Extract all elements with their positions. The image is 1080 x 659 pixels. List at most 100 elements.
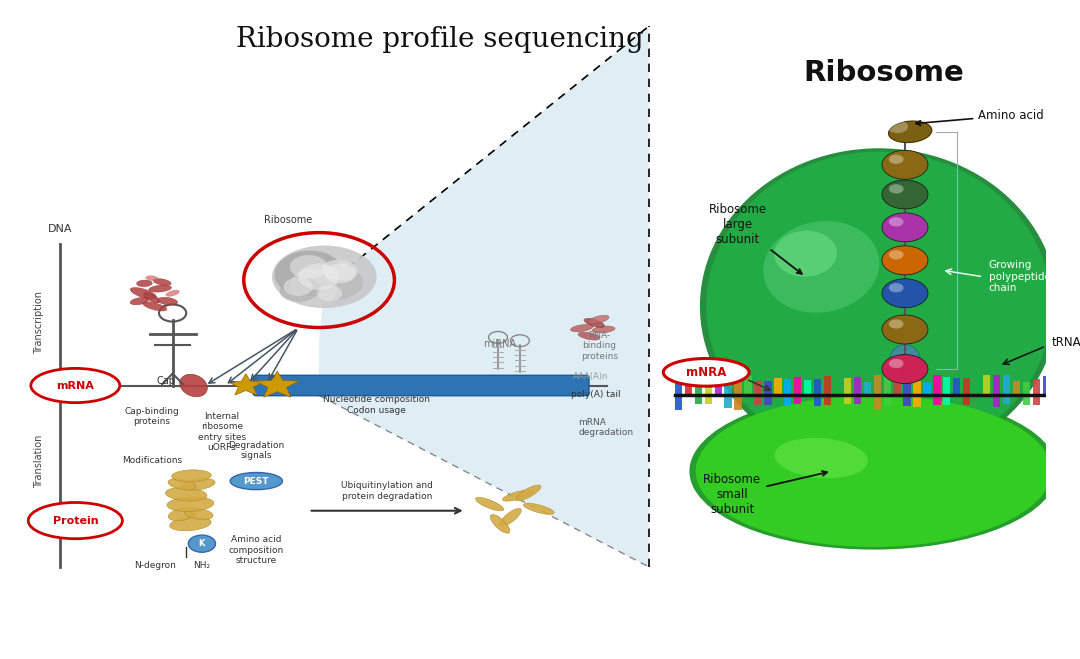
Text: N-degron: N-degron bbox=[134, 561, 176, 571]
Text: RNA-
binding
proteins: RNA- binding proteins bbox=[581, 331, 618, 360]
Circle shape bbox=[882, 279, 928, 308]
Bar bbox=[725, 378, 732, 395]
Circle shape bbox=[887, 120, 908, 133]
Ellipse shape bbox=[584, 318, 605, 328]
Bar bbox=[804, 380, 811, 395]
FancyBboxPatch shape bbox=[253, 376, 589, 395]
Ellipse shape bbox=[149, 285, 172, 292]
Text: Translation: Translation bbox=[33, 435, 43, 488]
Text: NH₂: NH₂ bbox=[193, 561, 211, 571]
Polygon shape bbox=[255, 371, 299, 397]
Text: Cap-binding
proteins: Cap-binding proteins bbox=[124, 407, 179, 426]
Bar bbox=[914, 395, 920, 407]
Bar bbox=[893, 382, 901, 395]
Text: poly(A) tail: poly(A) tail bbox=[571, 390, 621, 399]
Ellipse shape bbox=[230, 473, 283, 490]
Ellipse shape bbox=[144, 293, 160, 303]
Bar bbox=[1042, 376, 1050, 395]
Ellipse shape bbox=[165, 290, 179, 297]
Text: Transcription: Transcription bbox=[33, 291, 43, 355]
Bar bbox=[824, 376, 832, 395]
Bar bbox=[1032, 379, 1040, 395]
Bar bbox=[993, 395, 1000, 407]
Bar bbox=[694, 395, 702, 405]
Bar bbox=[794, 378, 801, 395]
Ellipse shape bbox=[165, 488, 207, 501]
Bar bbox=[853, 395, 861, 405]
Bar bbox=[765, 395, 771, 405]
Circle shape bbox=[882, 150, 928, 179]
Bar bbox=[843, 378, 851, 395]
Bar bbox=[765, 381, 771, 395]
Ellipse shape bbox=[172, 470, 212, 482]
Bar bbox=[923, 382, 931, 395]
Bar bbox=[874, 375, 881, 395]
Ellipse shape bbox=[696, 395, 1052, 547]
Bar bbox=[725, 395, 732, 408]
Ellipse shape bbox=[588, 316, 609, 324]
Ellipse shape bbox=[146, 275, 158, 281]
Bar bbox=[853, 378, 861, 395]
Ellipse shape bbox=[706, 152, 1052, 461]
Bar bbox=[864, 382, 870, 395]
Bar bbox=[943, 395, 950, 405]
Bar bbox=[754, 395, 761, 405]
Bar bbox=[1002, 395, 1010, 404]
Ellipse shape bbox=[516, 485, 541, 501]
Ellipse shape bbox=[475, 498, 503, 511]
Ellipse shape bbox=[170, 517, 211, 530]
Bar bbox=[685, 376, 692, 395]
Ellipse shape bbox=[131, 287, 157, 299]
Bar bbox=[953, 378, 960, 395]
Text: Ubiquitinylation and
protein degradation: Ubiquitinylation and protein degradation bbox=[341, 482, 433, 501]
Ellipse shape bbox=[143, 302, 167, 311]
Circle shape bbox=[188, 535, 216, 552]
Ellipse shape bbox=[889, 344, 920, 380]
Bar bbox=[704, 395, 712, 404]
Bar bbox=[754, 380, 761, 395]
Ellipse shape bbox=[502, 490, 534, 501]
Bar bbox=[794, 395, 801, 404]
Ellipse shape bbox=[700, 148, 1057, 465]
Circle shape bbox=[889, 320, 904, 329]
Ellipse shape bbox=[774, 438, 868, 478]
Ellipse shape bbox=[185, 508, 213, 520]
Bar bbox=[874, 395, 881, 410]
Text: Growing
polypeptide
chain: Growing polypeptide chain bbox=[988, 260, 1051, 293]
Text: Cap: Cap bbox=[157, 376, 176, 386]
Text: Ribosome: Ribosome bbox=[264, 215, 312, 225]
Bar bbox=[774, 378, 782, 395]
Text: DNA: DNA bbox=[48, 224, 72, 234]
Text: Amino acid: Amino acid bbox=[916, 109, 1044, 125]
Circle shape bbox=[889, 283, 904, 293]
Text: Ribosome profile sequencing: Ribosome profile sequencing bbox=[235, 26, 644, 53]
Bar bbox=[903, 377, 910, 395]
Ellipse shape bbox=[28, 502, 122, 539]
Ellipse shape bbox=[764, 221, 879, 313]
Ellipse shape bbox=[274, 250, 342, 297]
Ellipse shape bbox=[130, 297, 148, 305]
Bar bbox=[973, 395, 981, 409]
Polygon shape bbox=[228, 374, 264, 395]
Bar bbox=[993, 375, 1000, 395]
Text: tRNA: tRNA bbox=[1052, 336, 1080, 349]
Bar bbox=[814, 380, 821, 395]
Bar bbox=[933, 395, 941, 405]
Bar bbox=[715, 376, 721, 395]
Bar bbox=[883, 376, 891, 395]
Ellipse shape bbox=[31, 368, 120, 403]
Bar bbox=[834, 378, 841, 395]
Ellipse shape bbox=[183, 478, 215, 490]
Ellipse shape bbox=[663, 358, 750, 386]
Ellipse shape bbox=[490, 515, 510, 533]
Ellipse shape bbox=[167, 497, 214, 511]
Ellipse shape bbox=[168, 478, 197, 490]
Text: Degradation
signals: Degradation signals bbox=[228, 441, 284, 460]
Text: Protein: Protein bbox=[53, 515, 98, 526]
Circle shape bbox=[289, 255, 327, 279]
Text: Ribosome: Ribosome bbox=[804, 59, 964, 87]
Circle shape bbox=[324, 264, 355, 283]
Bar bbox=[973, 374, 981, 395]
Ellipse shape bbox=[280, 278, 321, 302]
Circle shape bbox=[889, 250, 904, 260]
